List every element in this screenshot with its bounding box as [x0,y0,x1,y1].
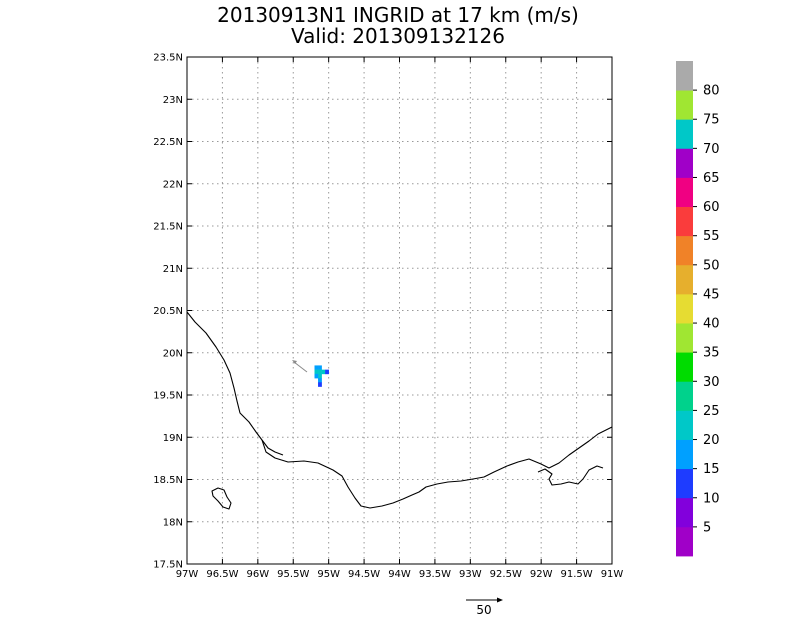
wind-speed-cell [318,365,322,370]
y-tick-label: 18N [163,517,183,528]
colorbar-swatch [676,468,693,499]
colorbar-label: 50 [703,258,720,273]
colorbar-swatch [676,293,693,324]
colorbar-swatch [676,381,693,411]
x-tick-label: 96W [247,569,270,580]
wind-speed-cell [321,369,326,375]
plot-valid-time: Valid: 201309132126 [291,24,505,48]
x-tick-label: 93.5W [419,569,451,580]
reference-vector-label: 50 [476,603,491,617]
x-tick-label: 93W [459,569,482,580]
colorbar-label: 30 [703,375,720,390]
storm-motion-arrowhead [292,360,297,364]
y-tick-label: 23N [163,95,183,106]
reference-vector-arrowhead [497,597,503,603]
colorbar-swatch [676,323,693,353]
colorbar-label: 65 [703,171,720,186]
y-tick-label: 22.5N [153,137,183,148]
y-tick-label: 19N [163,433,183,444]
wind-speed-cell [318,382,322,387]
y-tick-label: 19.5N [153,391,183,402]
colorbar-swatch [676,410,693,440]
reference-vector: 50 [466,597,503,617]
map-area: 97W 96.5W 96W 95.5W 95W 94.5W 94W 93.5W 93W 92.5W… [153,53,623,581]
x-tick-label: 92.5W [490,569,522,580]
x-tick-label: 92W [530,569,553,580]
plot-title: 20130913N1 INGRID at 17 km (m/s) [217,3,579,27]
wind-speed-cell [314,369,319,375]
y-tick-label: 23.5N [153,53,183,64]
y-tick-label: 17.5N [153,560,183,571]
x-tick-label: 94.5W [348,569,380,580]
colorbar-swatch [676,526,693,557]
wind-cells [314,365,329,387]
x-tick-label: 95W [317,569,340,580]
wind-speed-cell [318,373,322,379]
colorbar: 5 10 15 20 25 30 35 40 45 50 55 60 65 70 75 80 [676,61,720,557]
x-tick-label: 94W [388,569,411,580]
colorbar-label: 20 [703,433,720,448]
x-tick-label: 97W [176,569,199,580]
colorbar-swatch [676,352,693,382]
coastline-detail-tuxpan [261,439,284,456]
y-tick-label: 21N [163,264,183,275]
y-tick-label: 20.5N [153,306,183,317]
wind-speed-cell [318,378,322,383]
y-tick-label: 22N [163,179,183,190]
wind-speed-cell [325,369,329,375]
colorbar-swatch [676,206,693,237]
wind-speed-cell [314,365,319,370]
x-tick-label: 95.5W [277,569,309,580]
colorbar-label: 55 [703,229,720,244]
storm-motion-vector [293,361,308,373]
coastline-detail-laguna [537,465,604,486]
mexico-gulf-coastline [186,311,613,509]
colorbar-label: 45 [703,287,720,302]
colorbar-label: 60 [703,200,720,215]
colorbar-swatch [676,497,693,528]
wind-speed-cell [318,369,322,375]
lake-catemaco [211,487,232,510]
colorbar-swatch [676,90,693,120]
axis-ticks: 97W 96.5W 96W 95.5W 95W 94.5W 94W 93.5W 93W 92.5W… [153,53,623,581]
colorbar-label: 10 [703,491,720,506]
colorbar-label: 5 [703,520,711,535]
colorbar-swatch [676,119,693,149]
colorbar-swatch [676,177,693,207]
colorbar-swatch [676,235,693,266]
colorbar-swatch [676,439,693,470]
colorbar-swatch [676,148,693,178]
colorbar-label: 80 [703,84,720,99]
colorbar-swatch [676,264,693,295]
y-tick-label: 18.5N [153,475,183,486]
colorbar-label: 15 [703,462,720,477]
y-tick-label: 20N [163,348,183,359]
x-tick-label: 91.5W [561,569,593,580]
y-tick-label: 21.5N [153,222,183,233]
x-tick-label: 91W [601,569,624,580]
grid-lines [187,57,612,564]
colorbar-label: 70 [703,142,720,157]
x-tick-label: 96.5W [206,569,238,580]
wind-speed-cell [314,373,319,379]
colorbar-label: 25 [703,404,720,419]
colorbar-label: 40 [703,317,720,332]
colorbar-label: 75 [703,113,720,128]
coastline [186,311,613,510]
colorbar-label: 35 [703,346,720,361]
colorbar-swatch [676,61,693,91]
